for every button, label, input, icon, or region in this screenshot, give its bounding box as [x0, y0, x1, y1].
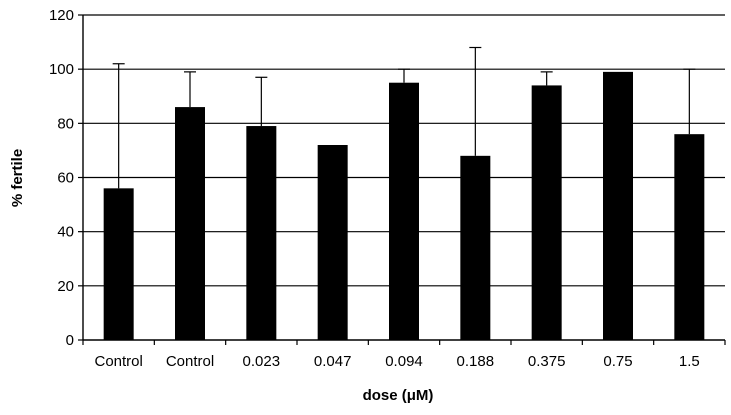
bar: [389, 82, 419, 340]
y-tick-label: 60: [57, 170, 74, 187]
x-tick-label: 0.75: [603, 353, 632, 370]
x-tick-label: Control: [94, 353, 142, 370]
bar: [175, 107, 205, 340]
x-axis-title: dose (μM): [363, 387, 434, 404]
x-tick-labels: Control Control 0.023 0.047 0.094 0.188 0.375 0…: [94, 353, 699, 370]
y-axis-title: % fertile: [9, 149, 26, 207]
x-tick-label: 0.188: [457, 353, 495, 370]
bar: [317, 145, 348, 340]
y-tick-label: 80: [57, 115, 74, 132]
x-tick-label: 0.023: [243, 353, 281, 370]
bars: [103, 71, 705, 341]
y-tick-label: 120: [49, 7, 74, 24]
y-tick-label: 20: [57, 278, 74, 295]
bar: [603, 71, 633, 340]
bar: [674, 134, 705, 340]
y-tick-labels: 0 20 40 60 80 100 120: [49, 7, 83, 349]
y-tick-label: 0: [66, 332, 74, 349]
x-tick-label: Control: [166, 353, 214, 370]
bar: [103, 188, 134, 340]
error-bars: [112, 46, 696, 189]
x-tick-label: 0.047: [314, 353, 352, 370]
y-tick-label: 40: [57, 224, 74, 241]
x-tick-label: 0.375: [528, 353, 566, 370]
y-tick-label: 100: [49, 61, 74, 78]
x-tick-label: 1.5: [679, 353, 700, 370]
bar: [460, 155, 491, 340]
x-tick-label: 0.094: [385, 353, 423, 370]
bar: [246, 126, 277, 341]
bar: [531, 85, 562, 341]
